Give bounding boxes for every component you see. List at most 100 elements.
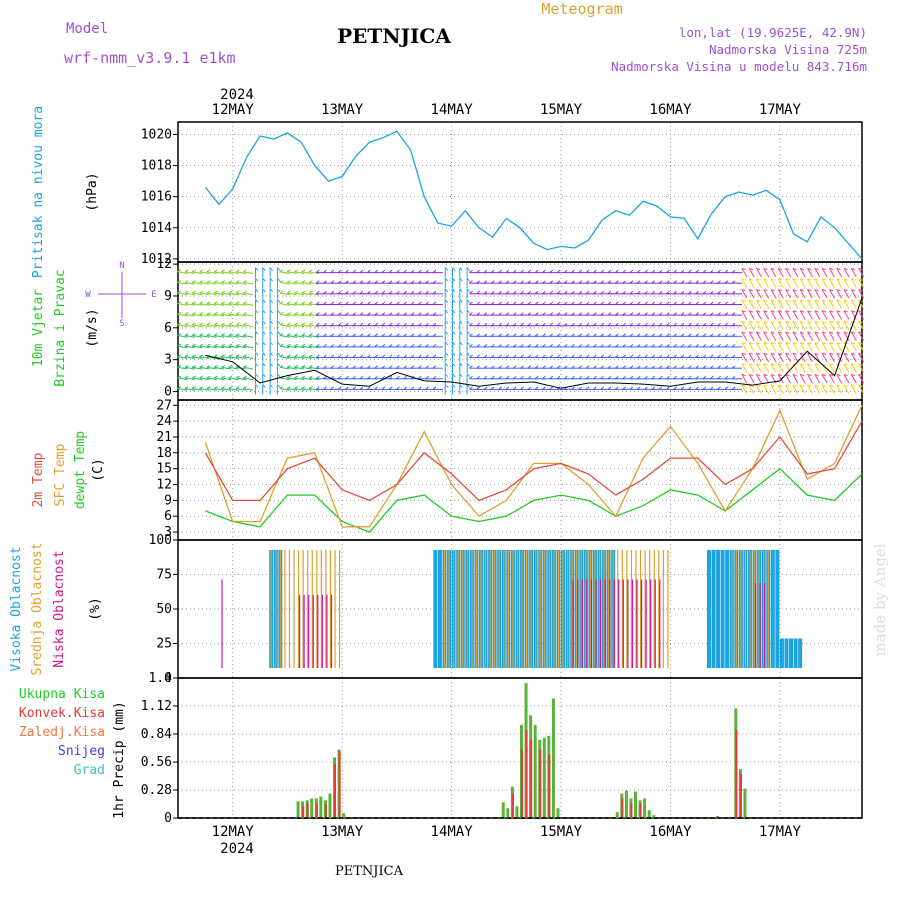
svg-text:W: W xyxy=(85,290,91,300)
high-cloud-bar xyxy=(711,550,716,668)
svg-text:E: E xyxy=(151,290,156,300)
wind-panel: 0 3 6 9 12 xyxy=(156,257,865,401)
precip-legend-item: Konvek.Kisa xyxy=(19,706,105,721)
top-day-labels: 12MAY 13MAY 14MAY 15MAY 16MAY 17MAY xyxy=(212,102,802,118)
dewpt-line xyxy=(205,467,863,533)
wind-tick-label-0: 0 xyxy=(164,385,172,400)
pressure-tick-label-0: 1012 xyxy=(141,252,172,267)
precip-unit-label: 1hr Precip (mm) xyxy=(112,701,127,818)
high-cloud-bar xyxy=(706,550,711,668)
temperature-tick-label-7: 24 xyxy=(156,414,172,429)
precip-tick-label-3: 0.84 xyxy=(141,727,172,742)
pressure-unit-label: (hPa) xyxy=(85,172,100,211)
temperature-tick-label-3: 12 xyxy=(156,478,172,493)
svg-text:S: S xyxy=(119,319,124,329)
compass-rose-icon: N W E S xyxy=(85,261,156,329)
conv-precip-bar xyxy=(621,798,624,818)
conv-precip-bar xyxy=(548,754,551,818)
conv-precip-bar xyxy=(315,803,318,818)
credit-text: made by Angel xyxy=(871,543,889,656)
precip-legend-item: Zaledj.Kisa xyxy=(19,725,105,740)
pressure-tick-label-3: 1018 xyxy=(141,159,172,174)
conv-precip-bar xyxy=(539,749,542,818)
dewpt-label: dewpt Temp xyxy=(73,431,88,509)
clouds-tick-label-2: 50 xyxy=(156,602,172,617)
conv-precip-bar xyxy=(739,773,742,818)
total-precip-bar xyxy=(501,802,505,818)
wind-tick-label-2: 6 xyxy=(164,321,172,336)
conv-precip-bar xyxy=(525,729,528,818)
conv-precip-bar xyxy=(302,806,305,818)
bottom-day-label: 12MAY xyxy=(212,824,255,840)
temp-unit-label: (C) xyxy=(91,458,106,481)
temp2m-label: 2m Temp xyxy=(31,452,46,507)
model-elevation-text: Nadmorska Visina u modelu 843.716m xyxy=(611,59,867,74)
pressure-tick-label-1: 1014 xyxy=(141,221,172,236)
bottom-day-label: 15MAY xyxy=(540,824,583,840)
model-label: Model xyxy=(66,21,108,37)
wind-label-1: 10m Vjetar xyxy=(31,289,46,367)
wind-unit-label: (m/s) xyxy=(85,308,100,347)
panels: 1012101410161018102003691236912151821242… xyxy=(141,121,865,826)
total-precip-bar xyxy=(716,816,720,818)
precip-tick-label-2: 0.56 xyxy=(141,755,172,770)
high-cloud-bar xyxy=(789,638,794,668)
conv-precip-bar xyxy=(521,749,523,818)
top-day-label: 15MAY xyxy=(540,102,583,118)
total-precip-bar xyxy=(328,793,332,818)
precip-tick-label-5: 1.4 xyxy=(149,671,173,686)
top-day-label: 13MAY xyxy=(321,102,364,118)
total-precip-bar xyxy=(652,815,656,818)
wind-speed-line xyxy=(205,297,863,389)
temperature-tick-label-2: 9 xyxy=(164,493,172,508)
precip-legend: Ukupna Kisa Konvek.Kisa Zaledj.Kisa Snijeg G… xyxy=(19,687,105,778)
total-precip-bar xyxy=(515,806,519,818)
wind-tick-label-3: 9 xyxy=(164,289,172,304)
conv-precip-bar xyxy=(639,803,642,818)
precip-legend-item: Grad xyxy=(74,763,105,778)
pressure-line xyxy=(204,130,863,260)
total-precip-bar xyxy=(342,813,346,818)
total-precip-bar xyxy=(542,737,546,818)
high-cloud-bar xyxy=(784,638,789,668)
total-precip-bar xyxy=(643,798,647,818)
high-cloud-bar xyxy=(770,550,775,668)
precip-tick-label-4: 1.12 xyxy=(141,699,172,714)
bottom-day-label: 16MAY xyxy=(649,824,692,840)
temperature-tick-label-4: 15 xyxy=(156,462,172,477)
pressure-frame xyxy=(177,121,863,263)
high-cloud-bar xyxy=(725,550,730,668)
mid-cloud-label: Srednja Oblacnost xyxy=(30,542,45,675)
year-top: 2024 xyxy=(220,87,254,103)
precip-tick-label-1: 0.28 xyxy=(141,783,172,798)
svg-text:N: N xyxy=(119,261,124,271)
conv-precip-bar xyxy=(306,803,309,818)
total-precip-bar xyxy=(624,790,628,818)
high-cloud-bar xyxy=(798,638,803,668)
elevation-text: Nadmorska Visina 725m xyxy=(709,42,867,57)
precip-legend-item: Ukupna Kisa xyxy=(19,687,105,702)
precip-tick-label-0: 0 xyxy=(164,811,172,826)
total-precip-bar xyxy=(506,808,510,818)
conv-precip-bar xyxy=(630,803,633,818)
conv-precip-bar xyxy=(334,764,337,818)
top-day-label: 17MAY xyxy=(759,102,802,118)
total-precip-bar xyxy=(556,808,560,818)
low-cloud-label: Niska Oblacnost xyxy=(52,550,67,667)
station-title: PETNJICA xyxy=(337,24,451,48)
temperature-tick-label-6: 21 xyxy=(156,430,172,445)
total-precip-bar xyxy=(551,698,555,818)
precip-legend-item: Snijeg xyxy=(58,744,105,759)
total-precip-bar xyxy=(615,812,619,818)
high-cloud-bar xyxy=(793,638,798,668)
location-text: lon,lat (19.9625E, 42.9N) xyxy=(679,25,867,40)
conv-precip-bar xyxy=(735,729,738,818)
conv-precip-bar xyxy=(324,804,327,818)
temperature-tick-label-0: 3 xyxy=(164,525,172,540)
high-cloud-label: Visoka Oblacnost xyxy=(9,546,24,671)
total-precip-bar xyxy=(647,810,651,818)
precip-panel: 0 0.28 0.56 0.84 1.12 1.4 xyxy=(141,671,863,826)
bottom-day-labels: 12MAY 13MAY 14MAY 15MAY 16MAY 17MAY xyxy=(212,824,802,840)
high-cloud-bar xyxy=(720,550,725,668)
sfc-temp-line xyxy=(204,405,863,528)
